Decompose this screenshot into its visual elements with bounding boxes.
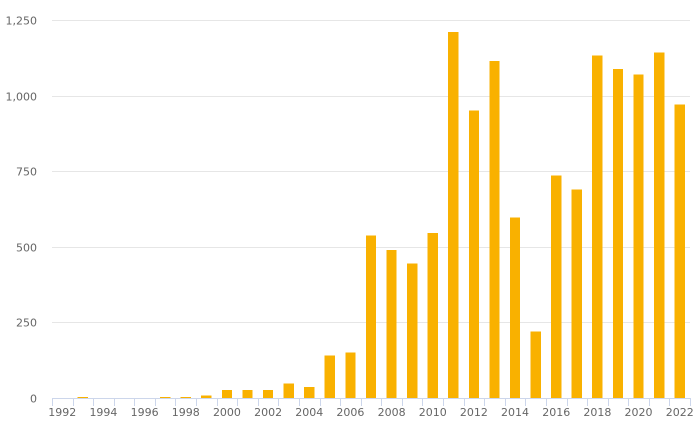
bar-2017 (571, 189, 582, 398)
y-tick-label: 1,250 (6, 15, 38, 28)
bar-1999 (201, 395, 212, 398)
bar-2020 (633, 74, 644, 399)
bar-2000 (221, 389, 233, 398)
bar-2004 (304, 386, 315, 398)
bar-2010 (427, 233, 438, 398)
x-tick-label: 2022 (666, 406, 694, 419)
bar-2008 (386, 249, 397, 398)
x-tick-label: 2018 (583, 406, 611, 419)
bar-2005 (324, 355, 335, 398)
x-tick-label: 2008 (378, 406, 406, 419)
x-tick-label: 1994 (89, 406, 117, 419)
bar-2016 (551, 175, 562, 398)
x-tick-label: 2002 (254, 406, 282, 419)
y-tick-label: 500 (16, 242, 37, 255)
bar-2014 (509, 217, 521, 398)
y-tick-label: 750 (16, 166, 37, 179)
bar-1997 (160, 397, 171, 398)
bar-2022 (674, 104, 685, 399)
x-tick-label: 2010 (419, 406, 447, 419)
bar-2002 (262, 389, 274, 398)
bar-2007 (365, 235, 377, 398)
bar-2003 (283, 383, 294, 398)
x-tick-label: 2012 (460, 406, 488, 419)
grid-lines (52, 20, 690, 323)
x-tick-label: 2016 (542, 406, 570, 419)
y-tick-label: 250 (16, 317, 37, 330)
bar-2015 (530, 331, 541, 398)
bar-2006 (345, 352, 356, 398)
bar-1998 (180, 396, 191, 398)
bar-2009 (407, 263, 418, 398)
bars (77, 32, 685, 399)
y-axis-tick-labels: 0 250 500 750 1,000 1,250 (6, 15, 38, 406)
bar-2019 (612, 68, 624, 399)
x-tick-label: 2006 (336, 406, 364, 419)
x-tick-label: 1992 (48, 406, 76, 419)
bar-1993 (77, 397, 89, 398)
bar-2012 (468, 110, 480, 398)
x-tick-label: 1996 (131, 406, 159, 419)
bar-2013 (489, 60, 500, 398)
x-tick-label: 2000 (213, 406, 241, 419)
x-tick-label: 2004 (295, 406, 323, 419)
bar-2001 (242, 389, 253, 398)
y-tick-label: 1,000 (6, 91, 38, 104)
x-tick-label: 2014 (501, 406, 529, 419)
x-axis: 1992 1994 1996 1998 2000 2002 2004 2006 2008 2010… (48, 398, 694, 419)
bar-2018 (592, 55, 603, 398)
y-tick-label: 0 (30, 393, 37, 406)
x-tick-label: 2020 (625, 406, 653, 419)
bar-2011 (448, 32, 459, 398)
x-tick-label: 1998 (172, 406, 200, 419)
bar-2021 (653, 52, 665, 398)
